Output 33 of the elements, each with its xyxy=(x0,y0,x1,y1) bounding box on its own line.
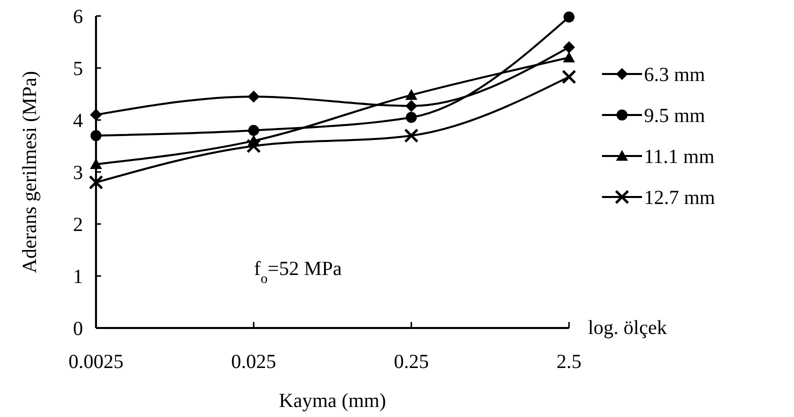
point xyxy=(90,130,102,142)
legend-label: 11.1 mm xyxy=(644,146,715,168)
legend-label: 6.3 mm xyxy=(644,64,706,86)
y-tick-label: 0 xyxy=(73,318,83,340)
y-tick-label: 6 xyxy=(73,6,83,28)
point xyxy=(88,175,104,190)
y-tick-label: 5 xyxy=(73,58,83,80)
point xyxy=(405,89,418,100)
point xyxy=(90,108,102,121)
point xyxy=(563,41,575,54)
text: log. ölçek xyxy=(588,317,667,339)
y-tick-label: 2 xyxy=(73,214,83,236)
point xyxy=(248,124,260,136)
y-tick-label: 1 xyxy=(73,266,83,288)
point xyxy=(246,138,261,154)
y-axis-title: Aderans gerilmesi (MPa) xyxy=(19,70,41,274)
point xyxy=(405,100,418,112)
point xyxy=(248,90,260,103)
x-tick-label: 0.025 xyxy=(231,351,276,373)
point xyxy=(406,112,417,123)
y-tick-label: 3 xyxy=(73,162,83,184)
point xyxy=(564,12,574,23)
point xyxy=(562,70,576,84)
y-tick-label: 4 xyxy=(73,110,83,132)
legend-label: 12.7 mm xyxy=(644,187,716,209)
point xyxy=(404,128,419,143)
point xyxy=(563,52,575,62)
x-tick-label: 2.5 xyxy=(556,351,582,373)
legend-label: 9.5 mm xyxy=(644,105,706,127)
x-tick-label: 0.25 xyxy=(394,351,429,373)
annotation: f$_{o}$=52 MPa xyxy=(254,258,342,286)
x-axis-title: Kayma (mm) xyxy=(278,390,386,412)
x-tick-label: 0.0025 xyxy=(68,351,124,373)
